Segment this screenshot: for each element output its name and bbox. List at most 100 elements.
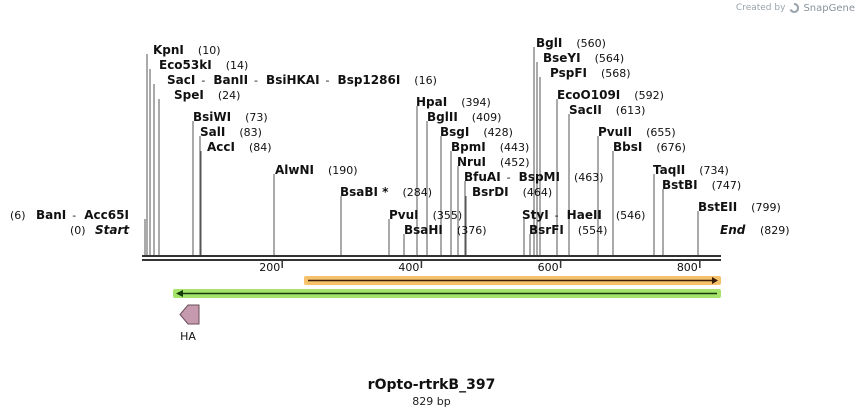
cut-site-bpmi[interactable]: BpmI (443) (451, 140, 529, 154)
cut-site-bfuai[interactable]: BfuAI - BspMI (463) (464, 170, 604, 184)
cut-site-name: BfuAI (464, 170, 501, 184)
ruler-tick-label-400: 400 (398, 261, 419, 274)
cut-site-sali[interactable]: SalI (83) (200, 125, 262, 139)
cut-site-position: (409) (472, 111, 502, 124)
construct-length: 829 bp (412, 395, 451, 408)
cut-site-separator: - (254, 74, 258, 87)
cut-site-name: BstEII (698, 200, 737, 214)
cut-site-name: BglI (536, 36, 562, 50)
feature-ha[interactable]: HA (179, 304, 200, 343)
start-label: Start (95, 223, 130, 237)
cut-site-styi[interactable]: StyI - HaeII (546) (522, 208, 645, 222)
cut-site-position: (190) (328, 164, 358, 177)
cut-site-bsgi[interactable]: BsgI (428) (440, 125, 513, 139)
cut-site-pvuii[interactable]: PvuII (655) (598, 125, 676, 139)
cut-site-position: (452) (500, 156, 530, 169)
cut-site-position: (284) (402, 186, 432, 199)
cut-site-position: (83) (239, 126, 262, 139)
cut-site-spei[interactable]: SpeI (24) (174, 88, 240, 102)
cut-site-bsahi[interactable]: BsaHI (376) (404, 223, 487, 237)
cut-site-name: BbsI (613, 140, 642, 154)
cut-site-saci[interactable]: SacI - BanII - BsiHKAI - Bsp1286I (16) (167, 73, 437, 87)
cut-site-name: KpnI (153, 43, 184, 57)
cut-site-position: (568) (601, 67, 631, 80)
cut-site-alwni[interactable]: AlwNI (190) (275, 163, 358, 177)
cut-site-position: (799) (751, 201, 781, 214)
cut-site-position: (443) (500, 141, 530, 154)
cut-site-bseyi[interactable]: BseYI (564) (543, 51, 624, 65)
cut-site-separator: - (201, 74, 205, 87)
cut-site-bsteii[interactable]: BstEII (799) (698, 200, 781, 214)
cut-site-name: BanII (213, 73, 248, 87)
sequence-backbone (142, 255, 721, 261)
cut-site-acci[interactable]: AccI (84) (207, 140, 272, 154)
feature-green-arrow[interactable] (173, 289, 721, 298)
cut-site-bstbi[interactable]: BstBI (747) (662, 178, 741, 192)
cut-site-nrui[interactable]: NruI (452) (457, 155, 530, 169)
cut-site-name: EcoO109I (557, 88, 620, 102)
construct-name: rOpto-rtrkB_397 (367, 377, 496, 393)
end-position: (829) (760, 224, 790, 237)
cut-site-name: BsrFI (529, 223, 564, 237)
cut-site-name: AccI (207, 140, 235, 154)
cut-site-bglii[interactable]: BglII (409) (427, 110, 501, 124)
cut-site-pvui[interactable]: PvuI (355) (389, 208, 462, 222)
credit-prefix: Created by (735, 3, 786, 13)
cut-site-bsrdi[interactable]: BsrDI (464) (472, 185, 552, 199)
credit-brand: SnapGene (803, 2, 855, 14)
cut-site-name: BsiWI (193, 110, 231, 124)
cut-site-ecoo109i[interactable]: EcoO109I (592) (557, 88, 664, 102)
cut-site-name: SacI (167, 73, 195, 87)
cut-site-name: HaeII (567, 208, 602, 222)
cut-site-taqii[interactable]: TaqII (734) (653, 163, 729, 177)
cut-site-separator: - (555, 209, 559, 222)
cut-site-position: (676) (656, 141, 686, 154)
cut-site-position: (560) (576, 37, 606, 50)
cut-site-position: (16) (414, 74, 437, 87)
cut-site-position: (376) (457, 224, 487, 237)
cut-site-name: BsrDI (472, 185, 509, 199)
cut-site-bsiwi[interactable]: BsiWI (73) (193, 110, 268, 124)
cut-site-bbsi[interactable]: BbsI (676) (613, 140, 686, 154)
cut-site-name: NruI (457, 155, 486, 169)
cut-site-bsrfi[interactable]: BsrFI (554) (529, 223, 607, 237)
cut-site-name: BstBI (662, 178, 698, 192)
cut-site-position: (564) (595, 52, 625, 65)
cut-site-kpni[interactable]: KpnI (10) (153, 43, 221, 57)
cut-site-position: (464) (523, 186, 553, 199)
cut-site-name: BspMI (519, 170, 560, 184)
ruler-ticks: 200 400 600 800 (259, 261, 701, 274)
cut-site-position: (734) (699, 164, 729, 177)
snapgene-credit: Created by SnapGene (736, 2, 855, 14)
cut-site-leaders (144, 47, 699, 255)
cut-site-position: (546) (616, 209, 646, 222)
cut-site-position: (613) (616, 104, 646, 117)
cut-site-name: BseYI (543, 51, 581, 65)
cut-site-name: BsiHKAI (266, 73, 320, 87)
cut-site-name: PvuII (598, 125, 632, 139)
cut-site-pspfi[interactable]: PspFI (568) (550, 66, 631, 80)
cut-site-eco53ki[interactable]: Eco53kI (14) (159, 58, 248, 72)
cut-site-position: (14) (226, 59, 249, 72)
cut-site-hpai[interactable]: HpaI (394) (416, 95, 491, 109)
cut-site-bani[interactable]: (6) BanI - Acc65I (10, 208, 129, 222)
cut-site-name: SalI (200, 125, 225, 139)
cut-site-name: BsgI (440, 125, 469, 139)
cut-site-name: HpaI (416, 95, 447, 109)
cut-site-name: PvuI (389, 208, 419, 222)
cut-site-name: SpeI (174, 88, 204, 102)
end-label: End (720, 223, 746, 237)
cut-site-bsabi[interactable]: BsaBI * (284) (340, 185, 432, 199)
cut-site-position: (554) (578, 224, 608, 237)
cut-site-bgli[interactable]: BglI (560) (536, 36, 606, 50)
cut-site-position: (463) (574, 171, 604, 184)
cut-site-name: Eco53kI (159, 58, 212, 72)
cut-site-sacii[interactable]: SacII (613) (569, 103, 645, 117)
ruler-tick-label-600: 600 (538, 261, 559, 274)
cut-site-name: BsaHI (404, 223, 443, 237)
end-marker: End (829) (720, 223, 790, 237)
cut-site-position: (355) (433, 209, 463, 222)
feature-orange-arrow[interactable] (304, 276, 721, 285)
